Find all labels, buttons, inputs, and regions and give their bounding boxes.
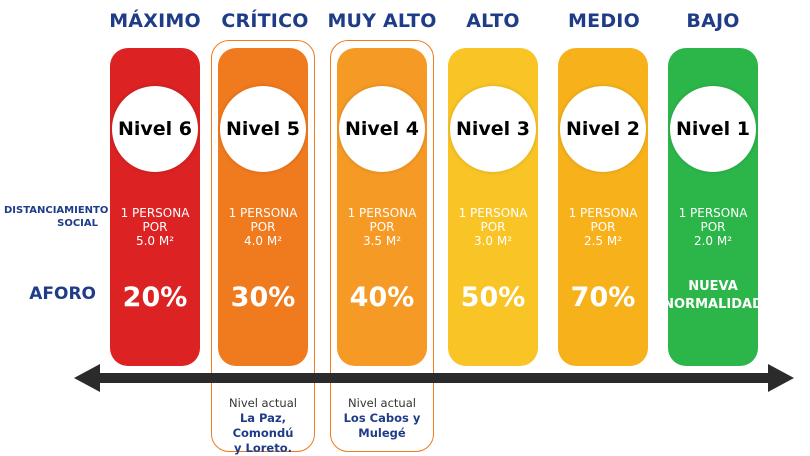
arrow-left-head [74,364,100,392]
note-location: Los Cabos y [343,411,421,425]
note-title: Nivel actual [229,396,297,410]
level-column-5: Nivel 5 1 PERSONA POR 4.0 M² 30% [218,48,308,366]
aforo-row-label: AFORO [29,284,96,304]
current-level-note-5: Nivel actual La Paz, Comondú y Loreto. [213,396,313,456]
level-column-6: Nivel 6 1 PERSONA POR 5.0 M² 20% [110,48,200,366]
note-location: Mulegé [358,426,406,440]
distance-label-line1: DISTANCIAMIENTO [4,205,109,216]
distance-text: 1 PERSONA POR 3.5 M² [347,206,417,248]
level-badge: Nivel 6 [112,86,198,172]
arrow-shaft [98,373,770,383]
header-medio: MEDIO [568,10,640,32]
aforo-value: 50% [460,282,526,313]
level-column-3: Nivel 3 1 PERSONA POR 3.0 M² 50% [448,48,538,366]
distance-text: 1 PERSONA POR 3.0 M² [458,206,528,248]
header-alto: ALTO [466,10,520,32]
aforo-value: 70% [570,282,636,313]
level-badge: Nivel 3 [450,86,536,172]
level-column-2: Nivel 2 1 PERSONA POR 2.5 M² 70% [558,48,648,366]
aforo-value: 40% [349,282,415,313]
distance-text: 1 PERSONA POR 2.0 M² [678,206,748,248]
aforo-value: 20% [122,282,188,313]
level-badge: Nivel 1 [670,86,756,172]
note-title: Nivel actual [348,396,416,410]
header-critico: CRÍTICO [221,10,309,32]
level-column-4: Nivel 4 1 PERSONA POR 3.5 M² 40% [337,48,427,366]
note-location: y Loreto. [234,441,292,455]
level-badge: Nivel 4 [339,86,425,172]
header-muy-alto: MUY ALTO [327,10,437,32]
header-bajo: BAJO [686,10,740,32]
distance-label-line2: SOCIAL [57,218,98,229]
header-maximo: MÁXIMO [109,10,201,32]
arrow-right-head [768,364,794,392]
distance-row-label: DISTANCIAMIENTO SOCIAL [4,204,109,230]
note-location: La Paz, Comondú [232,411,294,440]
current-level-note-4: Nivel actual Los Cabos y Mulegé [332,396,432,441]
level-badge: Nivel 2 [560,86,646,172]
level-scale-arrow [74,364,794,392]
aforo-value: NUEVA NORMALIDAD [663,279,763,312]
distance-text: 1 PERSONA POR 4.0 M² [228,206,298,248]
distance-text: 1 PERSONA POR 5.0 M² [120,206,190,248]
level-badge: Nivel 5 [220,86,306,172]
aforo-value: 30% [230,282,296,313]
level-column-1: Nivel 1 1 PERSONA POR 2.0 M² NUEVA NORMAL… [663,48,763,366]
distance-text: 1 PERSONA POR 2.5 M² [568,206,638,248]
